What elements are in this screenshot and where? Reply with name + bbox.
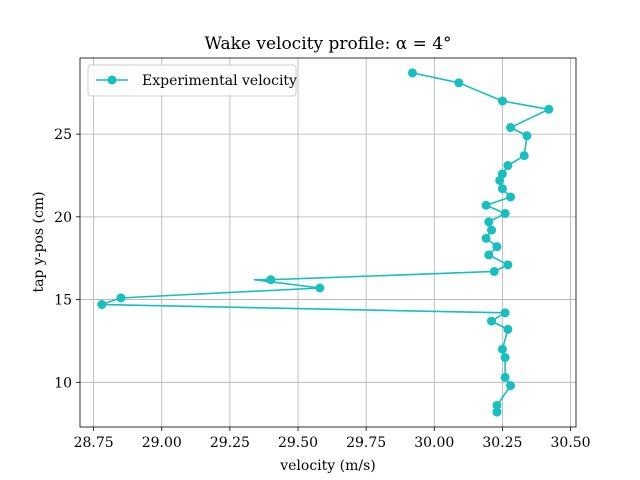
data-point	[503, 161, 513, 171]
data-point	[481, 233, 491, 243]
y-axis-ticks: 10 15 20 25	[54, 127, 80, 391]
x-axis-label: velocity (m/s)	[279, 458, 376, 474]
data-point	[454, 78, 464, 88]
x-tick-label: 30.00	[414, 435, 454, 451]
y-axis-label: tap y-pos (cm)	[31, 191, 47, 292]
data-point	[481, 200, 491, 210]
data-point	[487, 316, 497, 326]
data-point	[500, 308, 510, 318]
data-point	[97, 300, 107, 310]
series-line	[101, 72, 550, 413]
data-point	[506, 123, 516, 132]
x-axis-ticks: 28.75 29.00 29.25 29.50 29.75 30.00 30.25 30.50	[74, 427, 591, 451]
data-point	[492, 407, 502, 417]
data-point	[519, 151, 529, 161]
plot-frame	[79, 57, 577, 428]
y-tick-label: 25	[54, 127, 72, 143]
y-tick-label: 20	[54, 210, 72, 226]
data-point	[506, 381, 516, 391]
data-point	[506, 192, 516, 202]
data-point	[487, 225, 497, 235]
data-point	[116, 293, 126, 303]
data-point	[407, 68, 417, 78]
x-tick-label: 30.25	[482, 435, 522, 451]
data-point	[500, 209, 510, 219]
data-point	[503, 324, 513, 334]
data-point	[495, 175, 505, 185]
x-tick-label: 29.75	[346, 435, 386, 451]
legend-label: Experimental velocity	[142, 73, 297, 89]
chart-title: Wake velocity profile: α = 4°	[204, 34, 451, 54]
data-point	[315, 283, 325, 293]
data-point	[497, 96, 507, 106]
data-point	[492, 400, 502, 410]
data-point	[492, 242, 502, 252]
data-point	[484, 217, 494, 227]
data-point	[544, 104, 554, 114]
data-point	[522, 131, 532, 141]
y-tick-label: 10	[54, 375, 72, 391]
x-tick-label: 29.25	[210, 435, 250, 451]
x-tick-label: 29.00	[142, 435, 182, 451]
x-tick-label: 29.50	[278, 435, 318, 451]
legend: Experimental velocity	[87, 64, 297, 97]
x-tick-label: 28.75	[74, 435, 114, 451]
legend-box	[87, 64, 297, 97]
data-point	[503, 260, 513, 270]
x-tick-label: 30.50	[551, 435, 591, 451]
data-point	[500, 372, 510, 382]
data-point	[266, 275, 276, 285]
data-point	[497, 184, 507, 194]
data-point	[484, 250, 494, 260]
legend-marker-swatch	[107, 75, 117, 85]
data-point	[489, 266, 499, 276]
grid-lines	[80, 58, 576, 427]
series-layer	[97, 68, 554, 417]
data-point	[500, 353, 510, 362]
y-tick-label: 15	[54, 293, 72, 309]
data-point	[497, 344, 507, 354]
